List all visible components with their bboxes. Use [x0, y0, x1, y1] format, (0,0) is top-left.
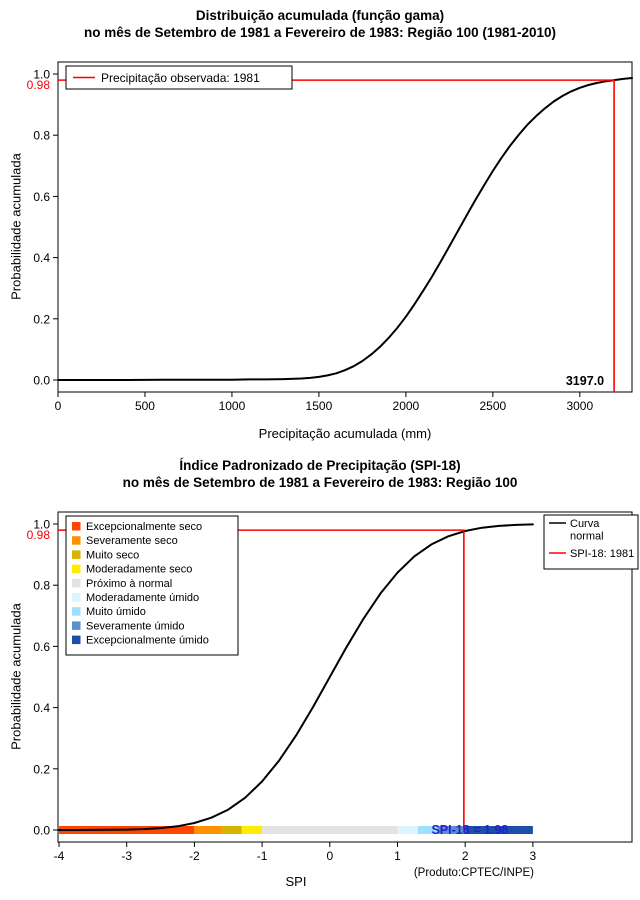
spi-bar-segment	[241, 826, 263, 834]
legend-label: normal	[570, 531, 604, 543]
x-tick-label: 2000	[393, 399, 420, 413]
category-swatch	[72, 536, 81, 545]
category-label: Muito úmido	[86, 606, 146, 618]
category-label: Muito seco	[86, 549, 139, 561]
gamma-xaxis-label: Precipitação acumulada (mm)	[258, 426, 432, 441]
x-tick-label: -3	[121, 849, 132, 863]
category-swatch	[72, 550, 81, 559]
highlight-prob-label: 0.98	[27, 78, 51, 92]
spi-yaxis-label: Probabilidade acumulada	[8, 603, 24, 750]
legend-label: Precipitação observada: 1981	[101, 71, 260, 85]
category-label: Moderadamente seco	[86, 564, 192, 576]
spi-bar-segment	[262, 826, 398, 834]
gamma-chart-subtitle: no mês de Setembro de 1981 a Fevereiro d…	[84, 25, 556, 40]
category-swatch	[72, 578, 81, 588]
spi-chart-subtitle: no mês de Setembro de 1981 a Fevereiro d…	[122, 475, 518, 490]
spi-bar-segment	[438, 826, 466, 834]
plot-border	[57, 511, 633, 843]
x-tick-label: -2	[189, 849, 200, 863]
y-tick-label: 0.2	[33, 312, 50, 326]
y-tick-label: 0.0	[33, 824, 50, 838]
spi-chart-title: Índice Padronizado de Precipitação (SPI-…	[179, 458, 461, 473]
cdf-curve	[58, 523, 534, 831]
category-swatch	[72, 593, 81, 602]
y-tick-label: 1.0	[33, 68, 50, 82]
category-legend-box	[65, 515, 239, 656]
category-label: Severamente seco	[86, 535, 178, 547]
x-tick-label: 2500	[479, 399, 506, 413]
x-tick-label: 1000	[219, 399, 246, 413]
y-tick-label: 0.8	[33, 129, 50, 143]
highlight-value-label: SPI-18 = 1.98	[431, 823, 508, 837]
category-label: Severamente úmido	[86, 620, 184, 632]
category-label: Moderadamente úmido	[86, 592, 199, 604]
highlight-value-label: 3197.0	[566, 374, 604, 388]
cdf-curve	[57, 77, 633, 381]
observed-crosshair-line	[58, 79, 615, 392]
category-label: Excepcionalmente úmido	[86, 635, 209, 647]
y-tick-label: 0.4	[33, 251, 50, 265]
y-tick-label: 0.6	[33, 640, 50, 654]
category-swatch	[72, 621, 81, 630]
right-legend-box	[543, 514, 639, 570]
category-label: Excepcionalmente seco	[86, 521, 202, 533]
spi-xaxis-label: SPI	[285, 874, 307, 889]
spi-bar-segment	[194, 826, 222, 834]
x-tick-label: 0	[55, 399, 62, 413]
spi-bar-segment	[417, 826, 439, 834]
spi-bar-segment	[397, 826, 418, 834]
y-tick-label: 1.0	[33, 518, 50, 532]
legend-label: SPI-18: 1981	[570, 548, 634, 560]
category-swatch	[72, 522, 81, 531]
spi-bar-segment	[221, 826, 242, 834]
category-swatch	[72, 564, 81, 574]
category-swatch	[72, 607, 81, 616]
x-tick-label: 1500	[306, 399, 333, 413]
gamma-yaxis-label: Probabilidade acumulada	[8, 153, 24, 300]
y-tick-label: 0.0	[33, 374, 50, 388]
x-tick-label: -1	[257, 849, 268, 863]
legend-label: Curva	[570, 518, 600, 530]
y-tick-label: 0.8	[33, 579, 50, 593]
category-swatch	[72, 635, 81, 645]
y-tick-label: 0.6	[33, 190, 50, 204]
spi-chart: 0.0 0.2 0.4 0.6 0.8 1.0 -4 -3 -2 -1 0 1 2 3 0.98 SPI-18…	[27, 511, 639, 863]
x-tick-label: 3	[530, 849, 537, 863]
plot-border	[57, 61, 633, 393]
gamma-cdf-chart: 0.0 0.2 0.4 0.6 0.8 1.0 0 500 1000 1500 2000 2500 30…	[27, 61, 633, 413]
highlight-prob-label: 0.98	[27, 528, 51, 542]
x-tick-label: 500	[135, 399, 155, 413]
category-label: Próximo à normal	[86, 578, 172, 590]
legend-box	[65, 65, 293, 90]
spi-bar-segment	[465, 826, 533, 834]
x-tick-label: -4	[54, 849, 65, 863]
x-tick-label: 3000	[566, 399, 593, 413]
x-tick-label: 2	[462, 849, 469, 863]
y-tick-label: 0.2	[33, 762, 50, 776]
product-note: (Produto:CPTEC/INPE)	[413, 867, 534, 879]
gamma-chart-title: Distribuição acumulada (função gama)	[195, 8, 445, 23]
y-tick-label: 0.4	[33, 701, 50, 715]
x-tick-label: 1	[394, 849, 401, 863]
x-tick-label: 0	[326, 849, 333, 863]
